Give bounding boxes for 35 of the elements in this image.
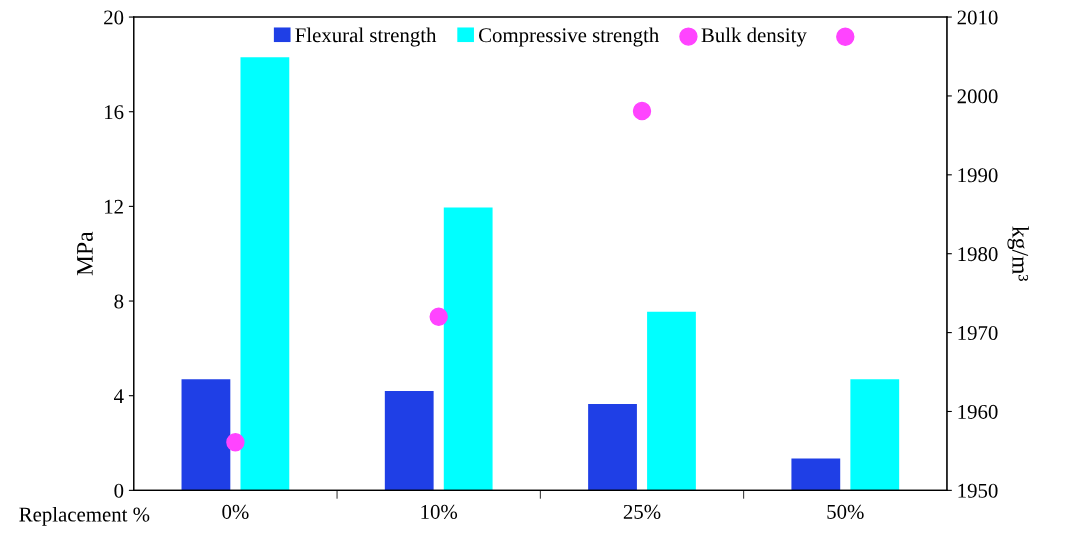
y-tick-label: 16	[105, 105, 124, 120]
legend-label: Compressive strength	[478, 27, 659, 47]
bar	[240, 57, 290, 491]
x-tick-label: 0%	[222, 504, 249, 519]
bar	[588, 403, 637, 491]
y2-tick-label: 1990	[958, 168, 998, 183]
y-axis-title: MPa	[77, 231, 93, 276]
y-tick-label: 12	[105, 199, 123, 214]
y2-tick-label: 2000	[957, 89, 998, 104]
y-tick-label: 20	[104, 10, 124, 25]
y2-tick-label: 1950	[958, 483, 998, 498]
bar	[443, 207, 493, 491]
bar	[647, 311, 696, 491]
x-tick-label: 10%	[421, 504, 458, 519]
x-axis-title: Replacement %	[19, 506, 150, 526]
point	[632, 101, 652, 121]
y2-tick-label: 2010	[957, 10, 998, 25]
y2-tick-label: 1980	[958, 247, 998, 262]
legend-label: Bulk density	[701, 27, 807, 47]
bar	[850, 379, 900, 491]
y2-axis-title: kg/m³	[1007, 226, 1029, 282]
y-tick-label: 0	[114, 483, 124, 498]
x-tick-label: 25%	[623, 504, 661, 519]
bar	[181, 379, 231, 491]
y2-tick-label: 1960	[958, 404, 998, 419]
legend-label: Flexural strength	[295, 27, 437, 47]
point	[836, 27, 855, 46]
bar	[384, 390, 434, 491]
y2-tick-label: 1970	[958, 325, 998, 341]
bar	[791, 458, 841, 491]
point	[429, 307, 448, 327]
x-tick-label: 50%	[827, 504, 864, 519]
y-tick-label: 4	[114, 389, 124, 403]
point	[226, 433, 245, 452]
y-tick-label: 8	[114, 294, 124, 309]
